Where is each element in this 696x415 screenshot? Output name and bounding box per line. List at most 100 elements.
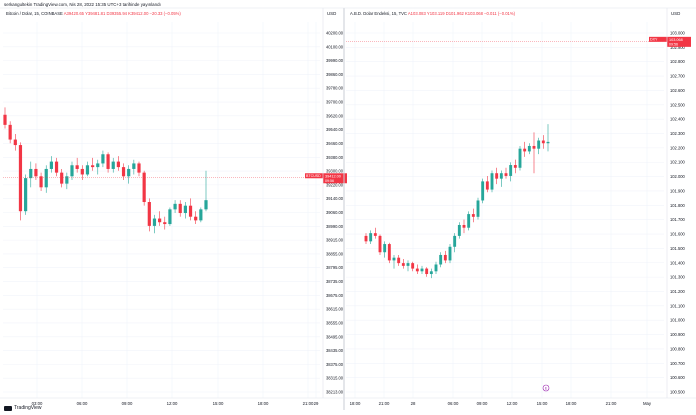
left-y-tick-label: 39620.00 xyxy=(326,113,344,118)
left-y-tick-label: 40100.00 xyxy=(326,44,344,49)
right-candle-body xyxy=(369,233,373,242)
left-x-axis[interactable]: 03:00 06:00 09:00 12:00 15:00 18:00 21:00 29 xyxy=(32,401,319,406)
right-candle xyxy=(443,250,447,264)
right-y-tick-label: 102.900 xyxy=(670,45,686,50)
left-candle xyxy=(13,134,17,151)
left-y-tick-label: 38213.00 xyxy=(326,390,344,395)
left-candle-body xyxy=(142,172,146,203)
left-candle xyxy=(178,200,182,217)
left-candle-body xyxy=(80,168,84,175)
right-candle-body xyxy=(420,268,424,272)
right-candle-body xyxy=(481,181,485,201)
right-candle xyxy=(513,159,517,174)
right-x-axis[interactable]: 18:00 21:00 28 06:00 09:00 12:00 15:00 18:00 21:… xyxy=(350,401,652,406)
left-y-tick-label: 39220.00 xyxy=(326,182,344,187)
left-candles xyxy=(3,107,208,234)
left-candle xyxy=(173,200,177,214)
left-candle xyxy=(24,174,28,215)
right-candle-body xyxy=(499,173,503,179)
right-candle xyxy=(527,143,531,155)
right-candle xyxy=(509,162,513,182)
left-symbol-tag: BTCUSD xyxy=(306,174,321,178)
right-y-tick-label: 102.200 xyxy=(670,145,686,150)
left-candle-body xyxy=(204,200,208,210)
left-candle xyxy=(54,157,59,177)
footer-logo: TradingView xyxy=(4,405,42,411)
right-candle xyxy=(495,167,499,185)
left-candle xyxy=(152,214,157,234)
left-y-tick-label: 39060.00 xyxy=(326,210,344,215)
left-candle xyxy=(121,163,126,180)
left-candle xyxy=(29,161,33,188)
left-y-tick-label: 38675.00 xyxy=(326,293,344,298)
left-candle-body xyxy=(137,163,141,173)
right-candle xyxy=(397,254,401,266)
left-x-tick-label: 06:00 xyxy=(77,401,88,406)
left-candle-body xyxy=(70,165,74,177)
right-candle-body xyxy=(527,145,531,152)
left-x-tick-label: 21:00 xyxy=(303,401,314,406)
right-candle xyxy=(373,227,377,239)
left-candle xyxy=(188,198,193,221)
right-candle xyxy=(392,254,396,269)
left-candle-body xyxy=(183,205,187,214)
right-candle-body xyxy=(411,263,415,269)
right-y-tick-label: 101.100 xyxy=(670,303,686,308)
right-event-marker-icon xyxy=(542,384,550,392)
left-candle xyxy=(8,121,12,144)
right-candle xyxy=(453,233,457,253)
left-y-tick-label: 38855.00 xyxy=(326,251,344,256)
right-candle xyxy=(429,268,433,279)
left-candle xyxy=(199,207,203,223)
left-y-tick-label: 39700.00 xyxy=(326,100,344,105)
right-y-tick-label: 102.600 xyxy=(670,88,686,93)
left-chart-ohlc: A39420.65 Y39481.81 D39355.94 K39412.00 … xyxy=(63,11,181,16)
left-grid xyxy=(3,22,320,398)
right-candle xyxy=(467,211,471,231)
left-y-tick-label: 39140.00 xyxy=(326,196,344,201)
right-candle-body xyxy=(406,263,410,266)
right-candle-body xyxy=(485,181,489,190)
left-candle-body xyxy=(44,168,48,188)
left-last-price: 39412.00 xyxy=(325,174,341,178)
left-candle-body xyxy=(194,216,198,221)
right-y-tick-label: 102.500 xyxy=(670,102,686,107)
right-candle xyxy=(471,208,475,223)
right-y-tick-label: 102.100 xyxy=(670,160,686,165)
right-y-tick-label: 101.500 xyxy=(670,246,686,251)
right-y-tick-label: 101.400 xyxy=(670,260,686,265)
right-candle-body xyxy=(462,224,466,228)
right-candle-body xyxy=(457,224,461,236)
right-y-axis[interactable]: USD 103.000 102.900 102.800 102.700 102.600 10… xyxy=(670,11,686,395)
right-countdown: 09:56 xyxy=(669,43,678,47)
right-candle-body xyxy=(415,268,419,272)
left-y-tick-label: 38735.00 xyxy=(326,279,344,284)
right-last-price: 103.068 xyxy=(669,38,683,42)
right-candles xyxy=(364,124,550,279)
left-candle xyxy=(80,165,84,180)
right-grid xyxy=(346,22,664,398)
left-y-axis[interactable]: USD 40200.00 40100.00 39990.00 39860.00 39780… xyxy=(326,11,344,395)
left-y-tick-label: 38555.00 xyxy=(326,320,344,325)
left-candle-body xyxy=(147,202,151,226)
left-candle-body xyxy=(168,209,172,225)
left-candle-body xyxy=(163,222,167,225)
left-candle xyxy=(96,159,100,175)
right-candle xyxy=(387,242,391,264)
left-y-tick-label: 38615.00 xyxy=(326,307,344,312)
left-candle-body xyxy=(3,114,7,125)
right-candle-body xyxy=(434,264,438,272)
left-candle-body xyxy=(39,176,43,188)
left-y-tick-label: 39300.00 xyxy=(326,169,344,174)
left-candle xyxy=(137,161,141,177)
left-candle-body xyxy=(132,163,136,169)
left-chart-title: Bitcoin / Dolar, 15, COINBASE xyxy=(6,11,63,16)
right-candle-body xyxy=(364,235,368,242)
right-candle-body xyxy=(532,145,536,149)
right-chart-ohlc: A103.083 Y103.119 D101.962 K103.068 −0.0… xyxy=(407,11,515,16)
right-candle-body xyxy=(429,271,433,275)
left-candle-body xyxy=(158,218,162,223)
left-candle-body xyxy=(34,168,38,177)
left-candle xyxy=(204,170,208,212)
